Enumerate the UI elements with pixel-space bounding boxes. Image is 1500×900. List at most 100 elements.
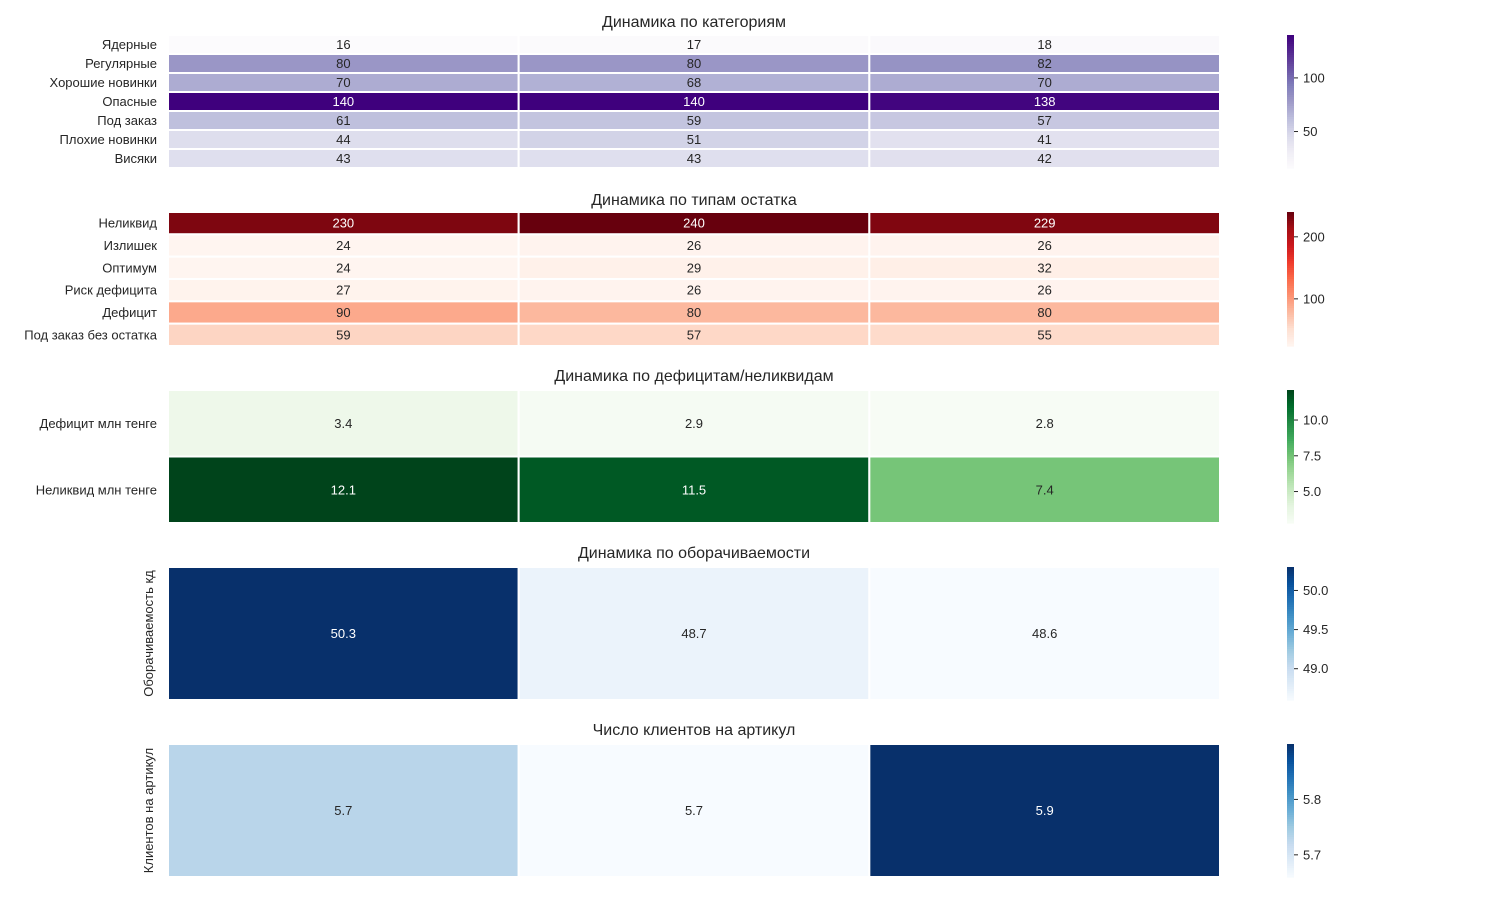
colorbar-segment (1287, 775, 1294, 778)
colorbar-segment (1287, 474, 1294, 478)
colorbar-segment (1287, 567, 1294, 570)
cell-value-label: 44 (336, 132, 350, 147)
colorbar-segment (1287, 405, 1294, 409)
colorbar-segment (1287, 152, 1294, 156)
heatmap-cell (167, 455, 520, 524)
colorbar-segment (1287, 494, 1294, 497)
heatmap-cell (868, 389, 1221, 458)
colorbar-segment (1287, 249, 1294, 253)
cell-value-label: 11.5 (682, 482, 706, 497)
colorbar-segment (1287, 94, 1294, 98)
colorbar-segment (1287, 52, 1294, 56)
colorbar-segment (1287, 290, 1294, 293)
colorbar-segment (1287, 128, 1294, 131)
colorbar-segment (1287, 476, 1294, 480)
colorbar-segment (1287, 241, 1294, 244)
cell-value-label: 138 (1034, 94, 1056, 109)
cell-value-label: 27 (336, 283, 350, 298)
panel-title: Динамика по дефицитам/неликвидам (554, 368, 833, 385)
colorbar-segment (1287, 103, 1294, 107)
colorbar-segment (1287, 423, 1294, 427)
colorbar-segment (1287, 772, 1294, 776)
row-label: Неликвид (99, 216, 158, 231)
colorbar-segment (1287, 316, 1294, 320)
colorbar-segment (1287, 403, 1294, 407)
colorbar-segment (1287, 637, 1294, 641)
colorbar-segment (1287, 61, 1294, 65)
colorbar-segment (1287, 498, 1294, 502)
colorbar-segment (1287, 649, 1294, 652)
colorbar-tick-label: 50 (1303, 124, 1317, 139)
colorbar-segment (1287, 485, 1294, 489)
colorbar-segment (1287, 148, 1294, 151)
heatmap-cell (868, 455, 1221, 524)
colorbar-tick-label: 49.0 (1303, 661, 1328, 676)
colorbar-segment (1287, 759, 1294, 763)
cell-value-label: 18 (1037, 37, 1051, 52)
colorbar-segment (1287, 110, 1294, 114)
colorbar-segment (1287, 617, 1294, 621)
heatmap-panel: Число клиентов на артикул 5.7 5.7 5.9 Клиент… (141, 722, 1321, 878)
colorbar-segment (1287, 294, 1294, 298)
colorbar-segment (1287, 41, 1294, 45)
colorbar-segment (1287, 88, 1294, 92)
cell-value-label: 3.4 (334, 416, 352, 431)
colorbar-segment (1287, 274, 1294, 278)
colorbar-segment (1287, 688, 1294, 692)
colorbar-segment (1287, 90, 1294, 94)
row-label: Риск дефицита (65, 283, 158, 298)
colorbar-segment (1287, 296, 1294, 300)
colorbar-segment (1287, 852, 1294, 856)
colorbar-segment (1287, 66, 1294, 69)
cell-value-label: 57 (1037, 113, 1051, 128)
colorbar-segment (1287, 121, 1294, 125)
colorbar-segment (1287, 97, 1294, 100)
colorbar-segment (1287, 59, 1294, 63)
cell-value-label: 70 (336, 75, 350, 90)
colorbar-segment (1287, 573, 1294, 577)
colorbar-segment (1287, 752, 1294, 756)
colorbar-segment (1287, 766, 1294, 769)
cell-value-label: 70 (1037, 75, 1051, 90)
colorbar-segment (1287, 238, 1294, 242)
colorbar-segment (1287, 261, 1294, 264)
colorbar-segment (1287, 252, 1294, 256)
row-label: Под заказ (97, 113, 157, 128)
colorbar-segment (1287, 821, 1294, 825)
row-label: Ядерные (102, 37, 157, 52)
colorbar-segment (1287, 218, 1294, 222)
colorbar-segment (1287, 323, 1294, 327)
colorbar-segment (1287, 123, 1294, 127)
y-axis-label: Оборачиваемость кд (141, 570, 156, 697)
colorbar-segment (1287, 837, 1294, 840)
cell-value-label: 5.7 (685, 803, 703, 818)
colorbar-segment (1287, 518, 1294, 522)
colorbar-tick-label: 5.0 (1303, 484, 1321, 499)
colorbar-segment (1287, 783, 1294, 787)
colorbar-segment (1287, 814, 1294, 818)
colorbar-segment (1287, 682, 1294, 686)
row-label: Оптимум (102, 260, 157, 275)
colorbar-segment (1287, 229, 1294, 233)
colorbar-tick-label: 5.7 (1303, 847, 1321, 862)
colorbar-segment (1287, 781, 1294, 785)
colorbar-segment (1287, 145, 1294, 149)
colorbar-segment (1287, 301, 1294, 305)
cell-value-label: 230 (332, 216, 354, 231)
colorbar-segment (1287, 447, 1294, 451)
colorbar-segment (1287, 234, 1294, 238)
cell-value-label: 32 (1037, 260, 1051, 275)
colorbar-segment (1287, 469, 1294, 473)
colorbar-segment (1287, 697, 1294, 701)
colorbar-segment (1287, 635, 1294, 639)
colorbar-segment (1287, 81, 1294, 85)
cell-value-label: 59 (687, 113, 701, 128)
colorbar-segment (1287, 112, 1294, 116)
colorbar-segment (1287, 604, 1294, 608)
cell-value-label: 41 (1037, 132, 1051, 147)
colorbar-segment (1287, 569, 1294, 573)
colorbar-segment (1287, 823, 1294, 827)
colorbar-segment (1287, 496, 1294, 500)
colorbar-segment (1287, 319, 1294, 323)
